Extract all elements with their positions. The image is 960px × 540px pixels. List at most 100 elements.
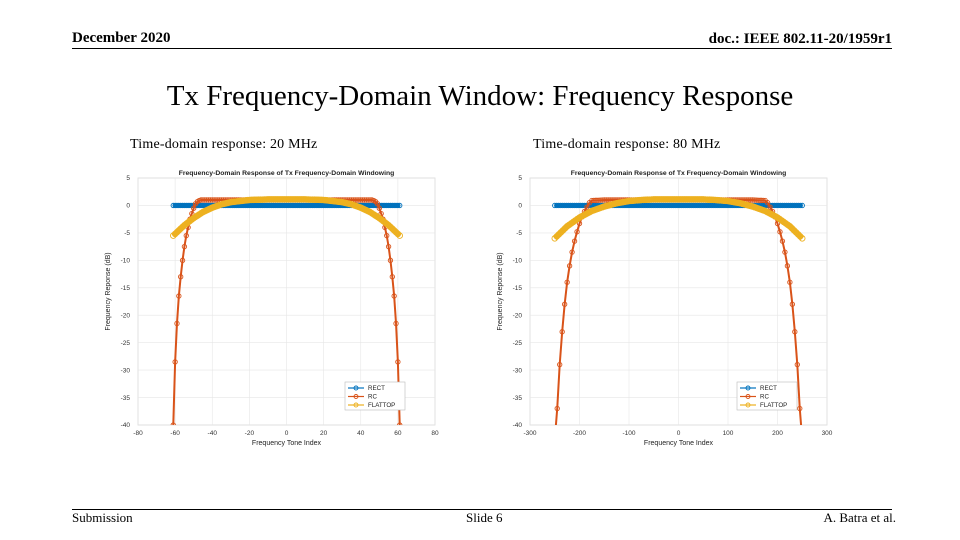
data-point [553, 233, 561, 240]
data-point [179, 202, 186, 209]
data-point [198, 202, 204, 209]
data-point [569, 249, 575, 255]
legend-label-flattop: FLATTOP [760, 402, 787, 409]
data-point [293, 202, 299, 209]
series-group [167, 196, 407, 453]
data-point [553, 428, 557, 432]
x-tick-label: -60 [170, 430, 180, 437]
data-point [746, 197, 752, 203]
data-point [640, 196, 647, 204]
data-point [389, 274, 395, 280]
data-point [391, 293, 397, 299]
data-point [787, 279, 793, 285]
data-point [278, 202, 284, 209]
data-point [708, 196, 715, 204]
data-point [561, 225, 569, 232]
y-tick-label: -10 [513, 258, 523, 265]
x-tick-label: 0 [677, 430, 681, 437]
data-point [393, 320, 399, 327]
x-tick-label: 60 [394, 430, 402, 437]
footer-submission: Submission [72, 510, 133, 525]
data-point [380, 202, 386, 209]
data-point [794, 361, 800, 368]
legend-marker-flattop [745, 402, 751, 408]
data-point [554, 405, 560, 412]
data-point [298, 202, 305, 209]
data-point [296, 202, 303, 209]
data-point [784, 221, 792, 229]
data-point [179, 257, 186, 263]
data-point [394, 230, 402, 238]
data-point [361, 197, 368, 203]
x-tick-label: 80 [431, 430, 439, 437]
y-tick-label: -40 [513, 422, 523, 429]
data-point [367, 202, 373, 209]
data-point [704, 196, 711, 203]
data-point [638, 196, 645, 204]
data-point [358, 197, 364, 203]
data-point [559, 227, 567, 234]
y-tick-label: -25 [121, 340, 131, 347]
legend-label-rect: RECT [760, 385, 777, 392]
x-tick-label: 200 [772, 430, 783, 437]
data-point [261, 202, 267, 209]
data-point [306, 202, 312, 209]
data-point [250, 202, 256, 209]
data-point [167, 441, 171, 445]
data-point [385, 243, 392, 250]
data-point [213, 197, 219, 203]
x-tick-label: 20 [320, 430, 328, 437]
y-tick-label: -35 [121, 395, 131, 402]
data-point [714, 196, 721, 204]
data-point [625, 197, 633, 205]
legend-marker-rect [745, 385, 751, 391]
data-point [356, 197, 362, 203]
data-point [627, 197, 635, 205]
data-point [367, 197, 373, 203]
data-point [403, 450, 407, 453]
chart-20mhz: -80 -60 -40 -20 0 20 40 60 80 5 0 -5 -10 -15 -20 -25 -30… [105, 170, 439, 453]
legend-marker-rc [745, 394, 751, 399]
data-point [792, 229, 800, 236]
y-tick-label: -5 [516, 230, 522, 237]
data-point [790, 227, 798, 234]
series-markers-flattop [551, 196, 806, 242]
data-point [304, 202, 310, 209]
data-point [320, 202, 327, 209]
data-point [172, 359, 178, 365]
footer-divider [72, 509, 892, 510]
data-point [281, 202, 288, 209]
data-point [566, 263, 573, 269]
data-point [319, 202, 325, 209]
data-point [784, 263, 791, 269]
data-point [712, 196, 719, 204]
data-point [782, 249, 788, 255]
chart-title: Frequency-Domain Response of Tx Frequenc… [571, 170, 787, 177]
data-point [272, 202, 279, 209]
data-point [179, 223, 186, 231]
data-point [382, 202, 388, 209]
subtitle-20mhz: Time-domain response: 20 MHz [130, 137, 318, 152]
data-point [603, 197, 609, 203]
x-axis-label: Frequency Tone Index [644, 440, 714, 447]
y-tick-label: 0 [126, 203, 130, 210]
data-point [779, 238, 786, 244]
data-point [363, 197, 369, 203]
y-tick-label: -40 [121, 422, 131, 429]
data-point [268, 202, 275, 209]
legend-marker-rect [353, 385, 359, 391]
series-group [551, 196, 806, 432]
header-divider [72, 48, 892, 49]
data-point [359, 197, 366, 203]
data-point [633, 197, 641, 204]
data-point [198, 197, 204, 203]
data-point [265, 202, 271, 209]
data-point [702, 196, 709, 203]
data-point [170, 422, 176, 425]
data-point [788, 225, 796, 232]
data-point [710, 196, 717, 204]
data-point [254, 202, 260, 209]
data-point [287, 202, 293, 209]
data-point [796, 233, 804, 240]
data-point [767, 204, 773, 210]
